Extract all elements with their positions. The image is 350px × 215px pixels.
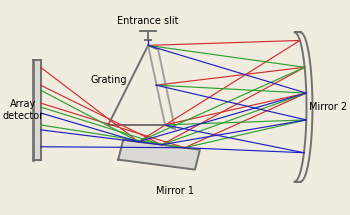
Text: Mirror 1: Mirror 1: [156, 186, 194, 197]
Text: Entrance slit: Entrance slit: [117, 16, 179, 26]
Text: Mirror 2: Mirror 2: [309, 102, 347, 112]
Polygon shape: [118, 140, 200, 170]
Polygon shape: [33, 60, 41, 160]
Text: Array
detector: Array detector: [3, 99, 44, 121]
Text: Grating: Grating: [90, 75, 127, 85]
